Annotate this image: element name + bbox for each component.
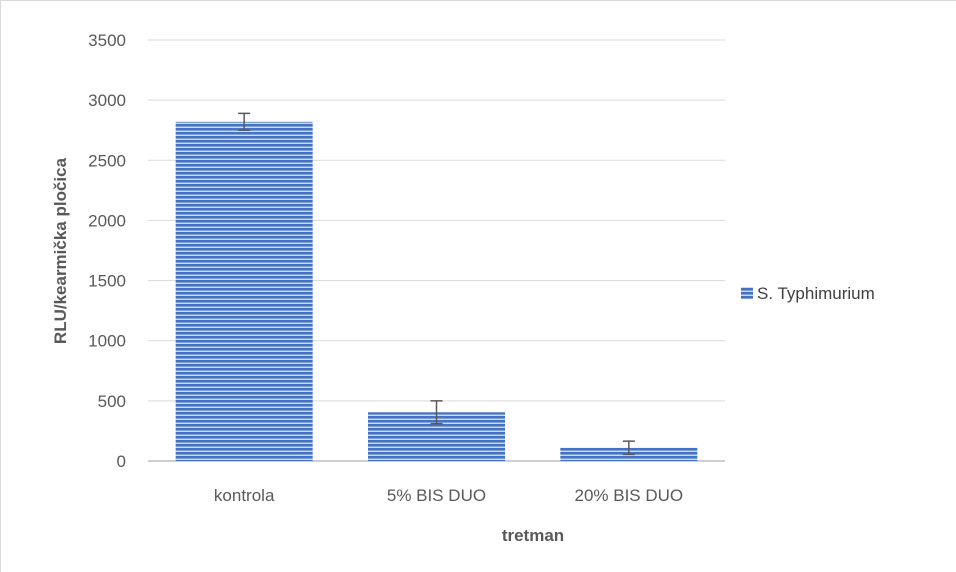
y-axis-title: RLU/kearmička pločica <box>51 157 70 344</box>
y-tick-label: 2000 <box>88 211 126 230</box>
y-tick-label: 3500 <box>88 31 126 50</box>
legend-label: S. Typhimurium <box>757 284 875 303</box>
x-axis-title: tretman <box>502 526 564 545</box>
y-tick-label: 1000 <box>88 332 126 351</box>
y-tick-label: 0 <box>117 452 126 471</box>
error-bars <box>238 112 635 456</box>
legend: S. Typhimurium <box>741 284 875 303</box>
y-tick-labels: 0 500 1000 1500 2000 2500 3000 3500 <box>88 31 126 471</box>
x-tick-labels: kontrola 5% BIS DUO 20% BIS DUO <box>214 486 683 505</box>
x-tick-label: 20% BIS DUO <box>575 486 684 505</box>
bar <box>175 121 313 462</box>
x-tick-label: kontrola <box>214 486 275 505</box>
y-tick-label: 2500 <box>88 151 126 170</box>
legend-swatch <box>741 287 753 299</box>
y-tick-label: 500 <box>98 392 126 411</box>
y-tick-label: 3000 <box>88 91 126 110</box>
y-tick-label: 1500 <box>88 272 126 291</box>
x-tick-label: 5% BIS DUO <box>387 486 486 505</box>
